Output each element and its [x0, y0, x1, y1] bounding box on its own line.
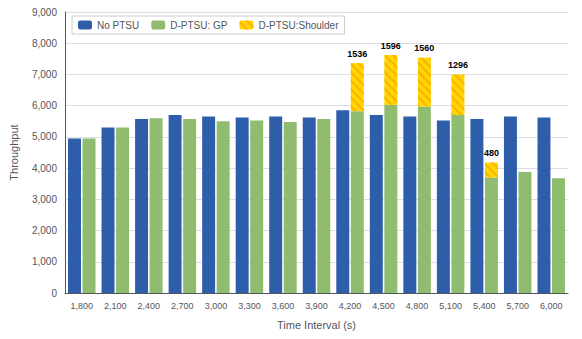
svg-text:Time Interval (s): Time Interval (s): [277, 319, 356, 331]
svg-text:No PTSU: No PTSU: [97, 20, 139, 31]
svg-text:2,100: 2,100: [104, 301, 127, 311]
svg-text:5,000: 5,000: [32, 131, 57, 142]
svg-text:0: 0: [51, 288, 57, 299]
svg-text:1536: 1536: [347, 49, 367, 59]
svg-text:1596: 1596: [381, 41, 401, 51]
svg-text:3,900: 3,900: [305, 301, 328, 311]
svg-text:D-PTSU:Shoulder: D-PTSU:Shoulder: [258, 20, 339, 31]
svg-text:4,500: 4,500: [372, 301, 395, 311]
svg-text:4,000: 4,000: [32, 163, 57, 174]
svg-text:1560: 1560: [414, 43, 434, 53]
svg-text:9,000: 9,000: [32, 7, 57, 18]
svg-text:4,200: 4,200: [339, 301, 362, 311]
svg-text:5,700: 5,700: [506, 301, 529, 311]
svg-text:5,100: 5,100: [439, 301, 462, 311]
svg-text:2,700: 2,700: [171, 301, 194, 311]
svg-text:6,000: 6,000: [540, 301, 563, 311]
svg-text:3,000: 3,000: [32, 194, 57, 205]
svg-text:2,400: 2,400: [138, 301, 161, 311]
svg-text:6,000: 6,000: [32, 100, 57, 111]
svg-text:Throughput: Throughput: [8, 124, 20, 180]
svg-text:7,000: 7,000: [32, 69, 57, 80]
svg-text:1,000: 1,000: [32, 256, 57, 267]
svg-text:1,800: 1,800: [71, 301, 94, 311]
svg-text:4,800: 4,800: [406, 301, 429, 311]
svg-text:480: 480: [484, 148, 499, 158]
svg-text:5,400: 5,400: [473, 301, 496, 311]
svg-text:1296: 1296: [448, 60, 468, 70]
svg-text:3,300: 3,300: [238, 301, 261, 311]
svg-text:3,600: 3,600: [272, 301, 295, 311]
svg-text:8,000: 8,000: [32, 38, 57, 49]
svg-text:2,000: 2,000: [32, 225, 57, 236]
svg-text:D-PTSU: GP: D-PTSU: GP: [170, 20, 228, 31]
svg-text:3,000: 3,000: [205, 301, 228, 311]
